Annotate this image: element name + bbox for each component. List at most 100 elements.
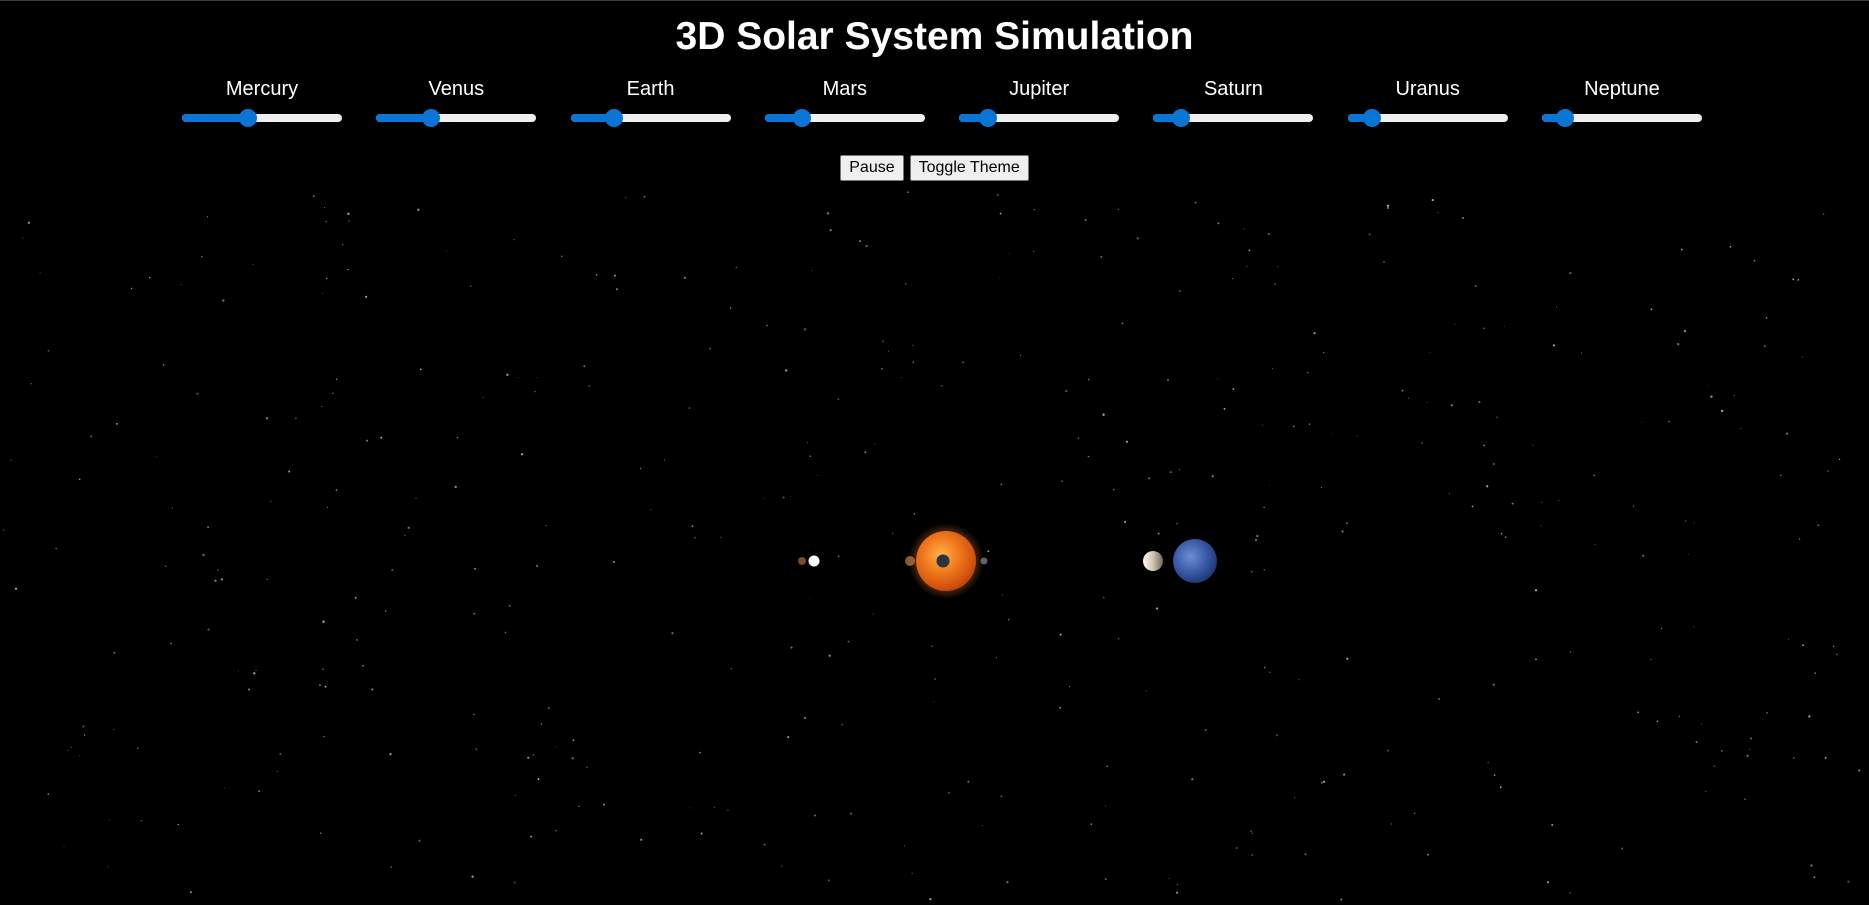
star bbox=[508, 605, 511, 607]
star bbox=[1678, 715, 1681, 718]
earth-speed-slider[interactable] bbox=[570, 107, 731, 129]
star bbox=[348, 220, 350, 222]
star bbox=[1306, 371, 1309, 374]
star bbox=[849, 812, 853, 815]
saturn-speed-slider[interactable] bbox=[1153, 107, 1314, 129]
star bbox=[1211, 475, 1214, 478]
star bbox=[1633, 505, 1635, 507]
slider-thumb[interactable] bbox=[604, 109, 623, 127]
star bbox=[365, 295, 368, 298]
star bbox=[130, 287, 133, 290]
star bbox=[517, 377, 519, 379]
solar-system-canvas[interactable] bbox=[0, 191, 1869, 905]
star bbox=[1493, 774, 1496, 777]
star bbox=[709, 347, 712, 350]
star bbox=[1340, 898, 1343, 901]
star bbox=[324, 207, 325, 209]
star bbox=[137, 747, 139, 749]
neptune-label: Neptune bbox=[1584, 78, 1660, 100]
uranus-speed-slider[interactable] bbox=[1347, 107, 1508, 129]
slider-thumb[interactable] bbox=[793, 109, 812, 127]
control-jupiter: Jupiter bbox=[955, 77, 1123, 129]
mercury-speed-slider[interactable] bbox=[182, 107, 342, 129]
star bbox=[545, 524, 547, 526]
star bbox=[1824, 756, 1827, 759]
slider-track bbox=[1347, 114, 1508, 122]
toggle-theme-button[interactable]: Toggle Theme bbox=[909, 155, 1029, 181]
star bbox=[355, 639, 358, 641]
slider-thumb[interactable] bbox=[1171, 109, 1190, 127]
star bbox=[1499, 786, 1502, 789]
pause-button[interactable]: Pause bbox=[840, 155, 904, 181]
star bbox=[1104, 805, 1107, 807]
star bbox=[901, 377, 903, 379]
slider-fill bbox=[1541, 114, 1566, 122]
star bbox=[650, 509, 652, 511]
star bbox=[1534, 589, 1538, 592]
star bbox=[1368, 233, 1371, 236]
star bbox=[1835, 653, 1838, 656]
star bbox=[1858, 769, 1861, 772]
star bbox=[78, 755, 80, 757]
star bbox=[1271, 368, 1273, 370]
star bbox=[1801, 356, 1803, 358]
slider-thumb[interactable] bbox=[1556, 109, 1575, 127]
jupiter-speed-slider[interactable] bbox=[959, 107, 1120, 129]
star bbox=[859, 240, 862, 243]
star bbox=[730, 668, 732, 670]
slider-thumb[interactable] bbox=[1363, 109, 1382, 127]
star bbox=[1700, 723, 1702, 725]
star bbox=[1298, 679, 1300, 681]
slider-fill bbox=[959, 114, 988, 122]
slider-thumb[interactable] bbox=[421, 109, 440, 127]
mars-speed-slider[interactable] bbox=[764, 107, 925, 129]
star bbox=[237, 670, 239, 672]
star bbox=[640, 838, 643, 841]
star bbox=[689, 807, 691, 809]
star bbox=[1555, 306, 1558, 308]
star bbox=[221, 578, 223, 581]
star bbox=[1683, 329, 1687, 333]
star bbox=[671, 632, 674, 635]
star bbox=[1294, 797, 1296, 799]
star bbox=[602, 803, 606, 806]
star bbox=[1753, 259, 1756, 262]
star bbox=[809, 455, 811, 457]
star bbox=[1832, 645, 1835, 648]
star bbox=[1429, 351, 1431, 353]
button-bar: Pause Toggle Theme bbox=[0, 155, 1869, 181]
star bbox=[1262, 424, 1264, 426]
star bbox=[1693, 626, 1695, 628]
star bbox=[934, 678, 936, 680]
star bbox=[1487, 762, 1489, 764]
star bbox=[1426, 401, 1428, 404]
star bbox=[30, 383, 32, 385]
star bbox=[913, 513, 916, 515]
star bbox=[469, 285, 472, 287]
star bbox=[248, 688, 251, 691]
slider-thumb[interactable] bbox=[979, 109, 997, 127]
star bbox=[1320, 486, 1323, 489]
star bbox=[625, 196, 627, 198]
star bbox=[534, 390, 536, 393]
star bbox=[612, 561, 616, 564]
neptune-speed-slider[interactable] bbox=[1541, 107, 1702, 129]
star bbox=[1650, 658, 1652, 661]
venus-speed-slider[interactable] bbox=[376, 107, 537, 129]
star bbox=[864, 451, 867, 454]
star bbox=[1102, 596, 1105, 599]
slider-thumb[interactable] bbox=[238, 109, 257, 127]
star bbox=[1065, 389, 1068, 393]
jupiter-label: Jupiter bbox=[1009, 78, 1070, 100]
star bbox=[1136, 237, 1139, 240]
star bbox=[700, 832, 703, 835]
star bbox=[1687, 553, 1689, 555]
small-planet-brown bbox=[798, 557, 806, 565]
star bbox=[780, 865, 783, 867]
star bbox=[1390, 823, 1393, 825]
slider-track bbox=[764, 114, 925, 122]
star bbox=[1293, 425, 1295, 428]
star bbox=[1387, 206, 1389, 209]
slider-fill bbox=[376, 114, 431, 122]
star bbox=[1033, 208, 1036, 211]
